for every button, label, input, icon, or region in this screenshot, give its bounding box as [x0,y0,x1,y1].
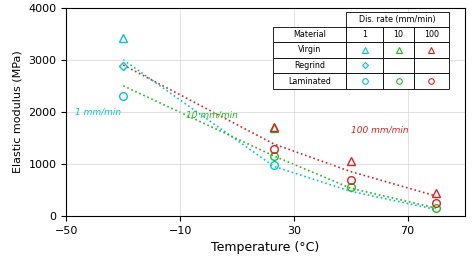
Y-axis label: Elastic modulus (MPa): Elastic modulus (MPa) [13,50,23,173]
Text: 1 mm/min: 1 mm/min [75,107,121,116]
X-axis label: Temperature (°C): Temperature (°C) [211,241,319,254]
Text: 10 mm/min: 10 mm/min [186,110,237,119]
Text: 100 mm/min: 100 mm/min [351,126,409,135]
